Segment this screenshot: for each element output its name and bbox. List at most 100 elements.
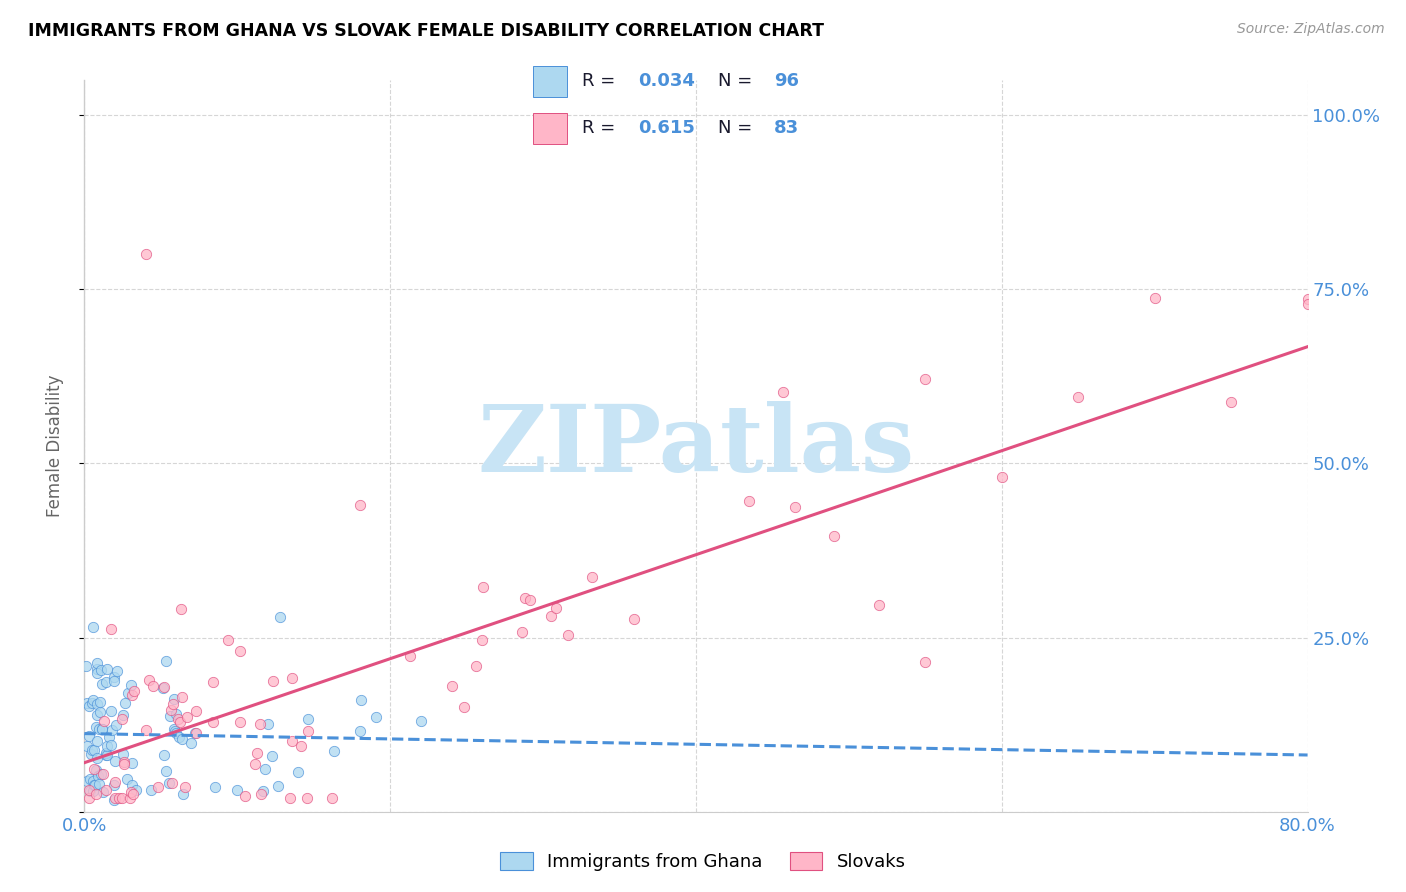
Point [84,720,107,734]
Text: R =: R = [582,120,627,137]
Point [152,681,174,696]
Point [783,500,806,515]
Point [104,718,127,732]
Point [163,724,186,739]
Point [246,746,269,760]
Point [77,699,100,714]
Point [79,784,101,798]
Point [184,704,207,718]
Point [135,247,157,261]
Point [86,708,108,723]
Point [82,784,104,798]
Point [86,662,108,676]
Point [86,733,108,747]
Point [155,764,177,779]
Point [350,693,373,707]
Point [229,714,252,729]
Point [157,776,180,790]
Point [287,765,309,780]
Point [111,790,134,805]
Point [245,756,267,771]
Point [229,644,252,658]
Point [120,784,142,798]
Text: IMMIGRANTS FROM GHANA VS SLOVAK FEMALE DISABILITY CORRELATION CHART: IMMIGRANTS FROM GHANA VS SLOVAK FEMALE D… [28,22,824,40]
Point [349,724,371,739]
Point [869,598,891,612]
Point [165,726,187,740]
Point [80,747,103,761]
Point [281,733,304,747]
Point [349,498,371,512]
Point [83,762,105,776]
Point [170,731,193,746]
Point [399,648,422,663]
Point [112,756,135,771]
Point [991,470,1014,484]
Point [823,529,845,543]
Point [297,790,319,805]
Point [321,790,343,805]
Point [135,723,157,738]
Point [453,700,475,714]
Point [409,714,432,728]
Point [94,746,117,760]
Point [121,756,143,771]
Point [121,689,143,703]
Point [165,706,187,721]
Text: 0.034: 0.034 [638,72,695,90]
Point [90,663,112,677]
Point [86,750,108,764]
Point [153,680,176,694]
Point [91,785,114,799]
Point [94,782,117,797]
Point [269,609,291,624]
Point [112,755,135,769]
Point [89,777,111,791]
Point [159,709,181,723]
Point [94,674,117,689]
Point [84,764,107,778]
Point [76,739,98,753]
Text: 0.615: 0.615 [638,120,695,137]
Point [77,790,100,805]
Point [160,703,183,717]
Point [103,670,125,684]
Point [440,679,463,693]
Point [172,690,194,704]
Point [90,676,112,690]
Bar [533,66,567,96]
Point [772,384,794,399]
Point [472,580,495,594]
Point [267,780,290,794]
Point [82,693,104,707]
Point [100,738,122,752]
Point [170,602,193,616]
Point [471,633,494,648]
Point [184,726,207,740]
Point [100,704,122,718]
Point [104,790,127,805]
Point [254,762,277,776]
Point [125,782,148,797]
Legend: Immigrants from Ghana, Slovaks: Immigrants from Ghana, Slovaks [494,846,912,879]
Point [138,673,160,687]
Point [122,787,145,801]
Point [163,691,186,706]
Point [89,705,111,719]
Point [114,696,136,710]
Point [201,715,224,730]
Point [249,717,271,731]
Text: R =: R = [582,72,621,90]
Point [262,674,284,689]
Point [167,731,190,745]
Text: N =: N = [718,72,758,90]
Point [262,748,284,763]
Point [76,773,98,788]
Point [83,778,105,792]
Point [142,680,165,694]
Point [155,654,177,668]
Point [96,662,118,676]
Point [1143,292,1166,306]
Point [90,767,112,781]
Point [82,774,104,789]
